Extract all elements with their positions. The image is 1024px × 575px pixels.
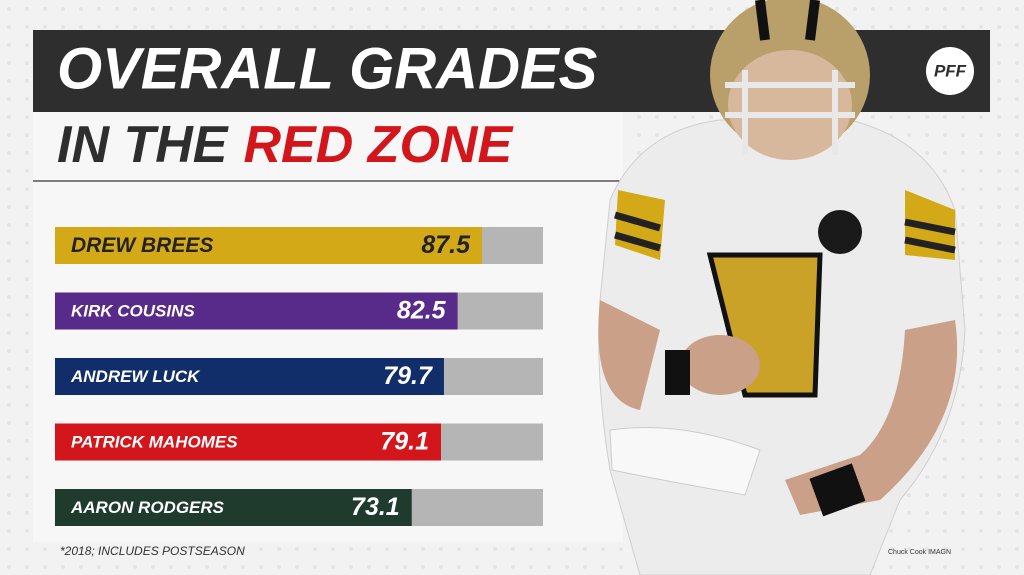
logo: PFF — [934, 61, 967, 80]
value-label: 79.7 — [383, 362, 433, 390]
photo-credit: Chuck Cook IMAGN — [888, 549, 951, 556]
subtitle-highlight: RED ZONE — [243, 116, 513, 174]
value-label: 73.1 — [351, 493, 400, 521]
value-label: 82.5 — [397, 297, 447, 325]
category-label: DREW BREES — [71, 234, 213, 257]
bar — [55, 227, 482, 264]
chart-subtitle: IN THE RED ZONE — [57, 116, 513, 174]
category-label: KIRK COUSINS — [71, 301, 195, 320]
logo-badge — [926, 47, 974, 95]
value-label: 79.1 — [380, 428, 429, 456]
category-label: AARON RODGERS — [70, 498, 225, 517]
category-label: PATRICK MAHOMES — [71, 432, 238, 451]
subtitle-part: IN THE — [57, 116, 229, 174]
chart-title: OVERALL GRADES — [57, 36, 598, 101]
bar — [55, 358, 444, 395]
footnote: *2018; INCLUDES POSTSEASON — [60, 544, 245, 558]
bar — [55, 489, 412, 526]
player-illustration — [598, 0, 966, 575]
category-label: ANDREW LUCK — [70, 367, 201, 386]
bar — [55, 292, 458, 330]
value-label: 87.5 — [421, 231, 471, 259]
bar — [55, 423, 442, 461]
